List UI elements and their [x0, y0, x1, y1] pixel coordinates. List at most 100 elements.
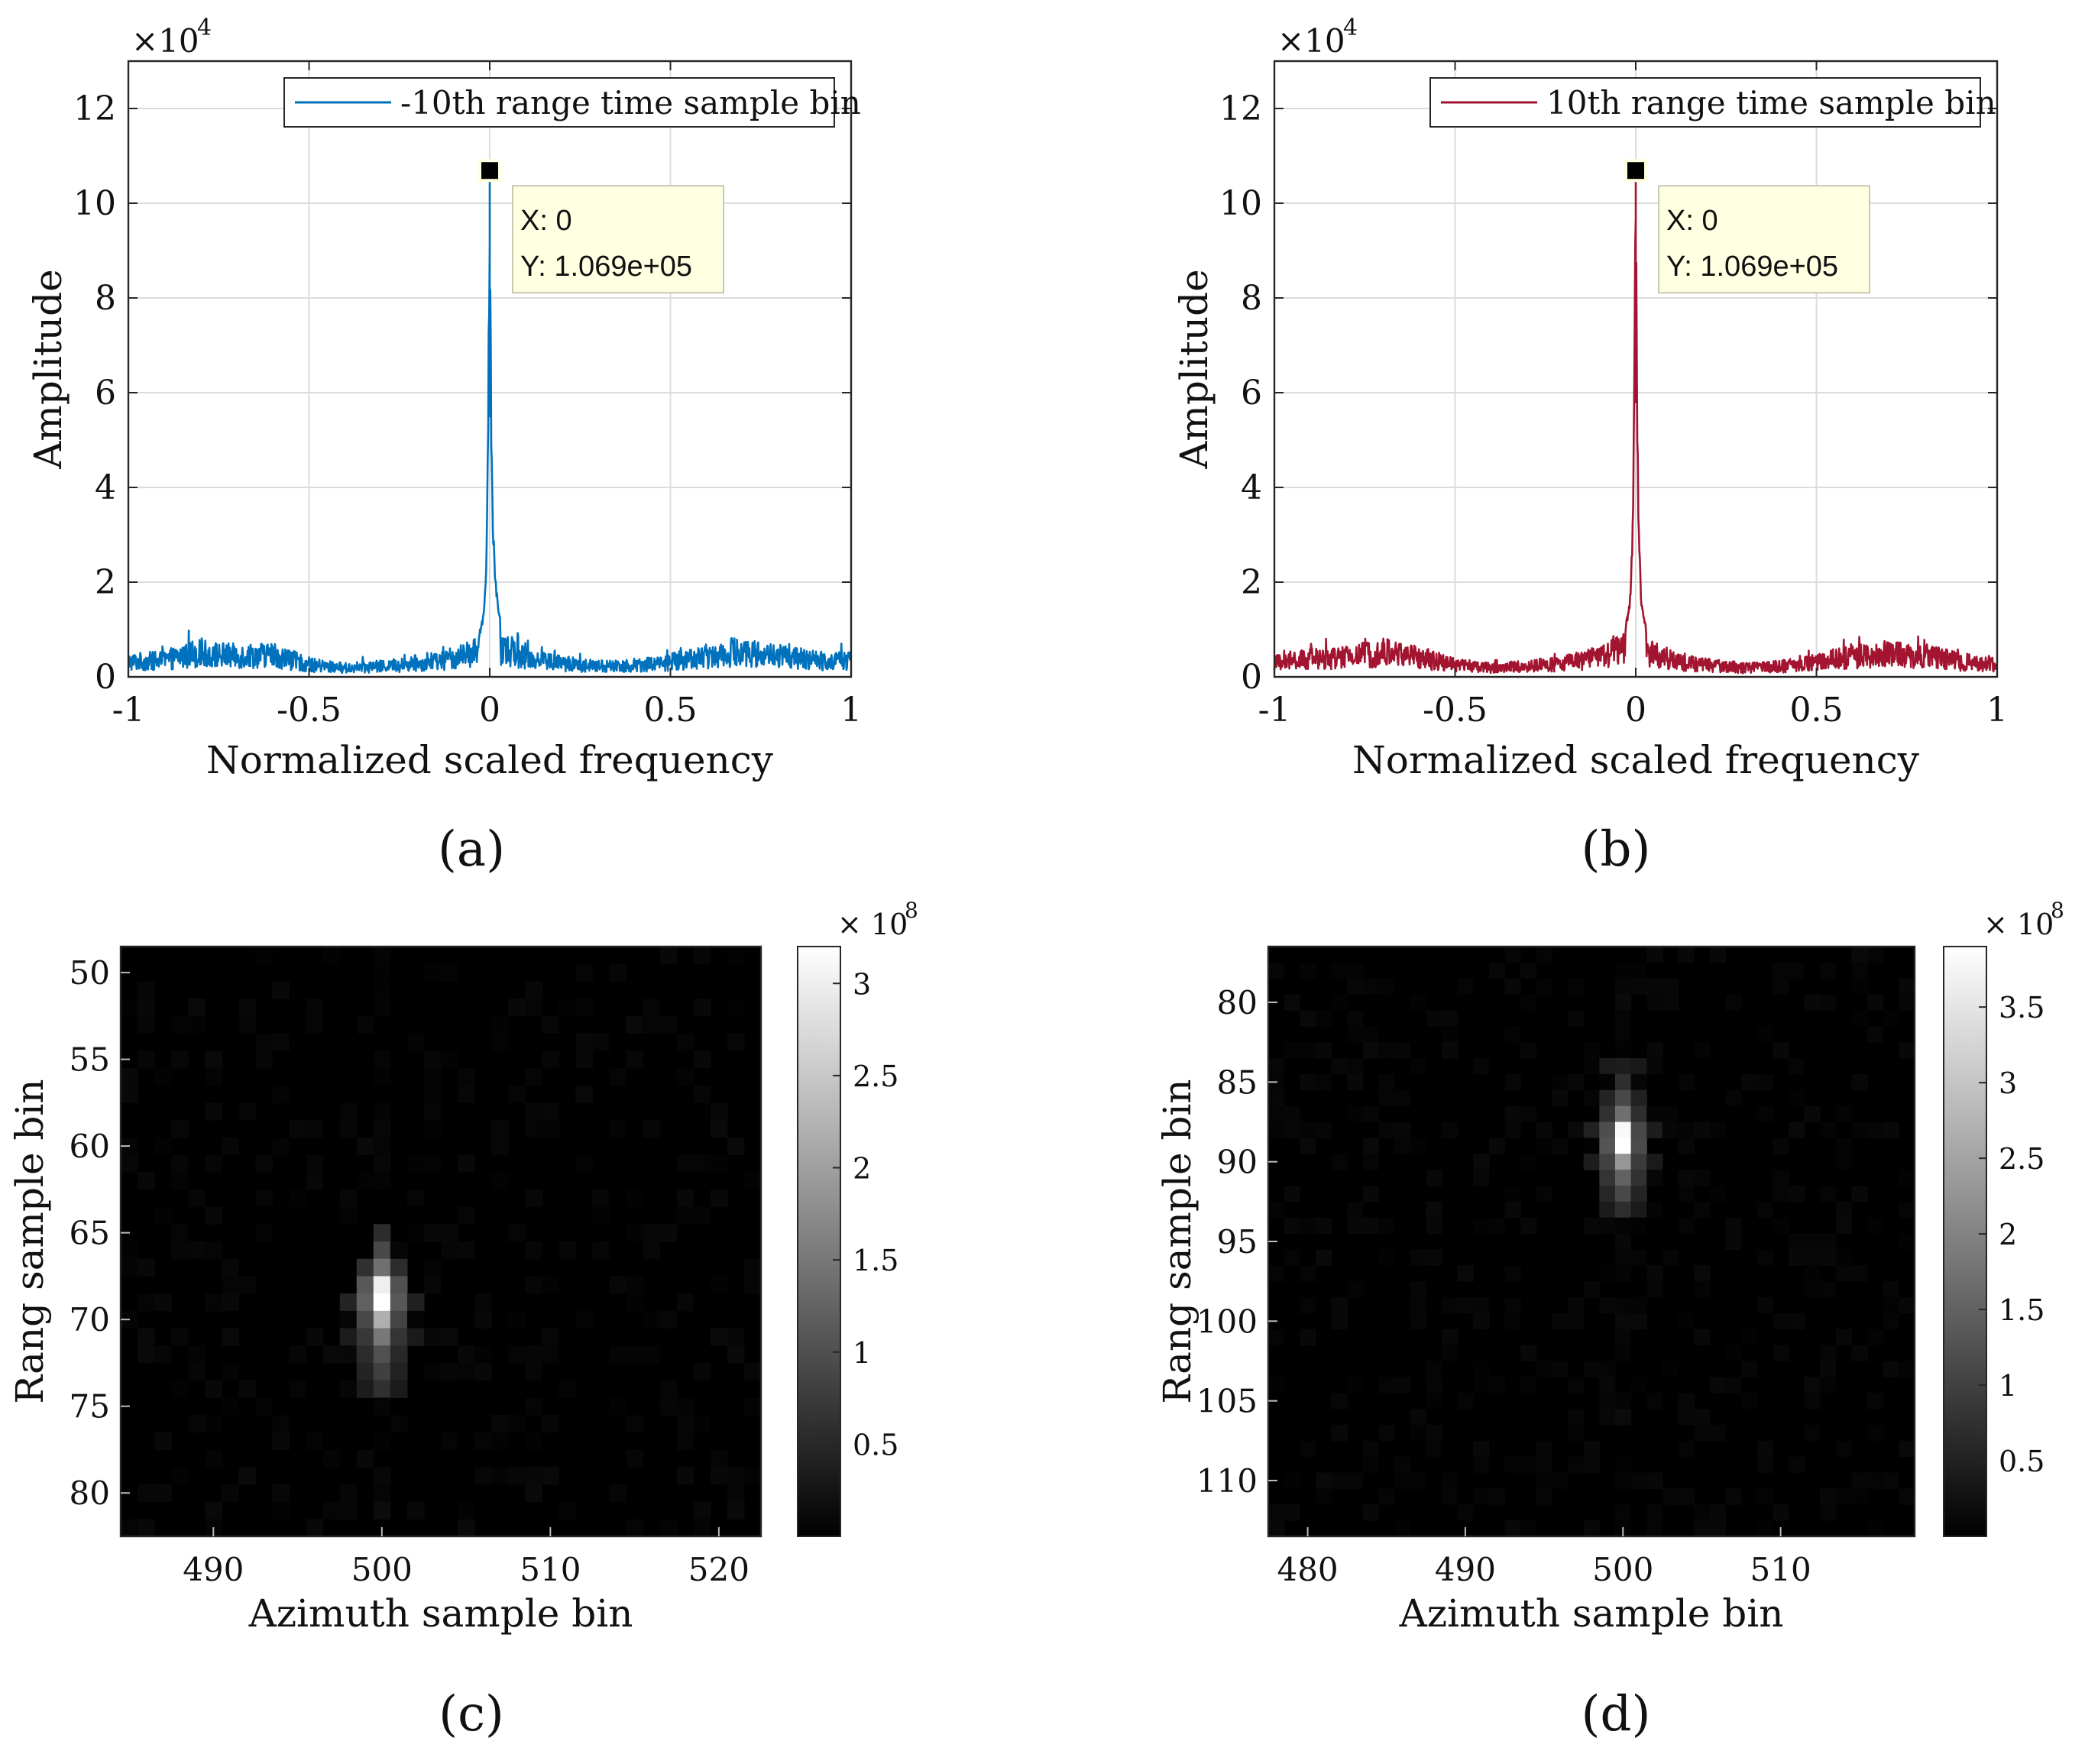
heatmap-cell: [138, 999, 155, 1017]
heatmap-cell: [1347, 1472, 1364, 1489]
heatmap-cell: [508, 1415, 526, 1433]
heatmap-cell: [1441, 1026, 1459, 1043]
heatmap-cell: [1599, 1170, 1616, 1186]
x-tick-label: 0: [1625, 691, 1646, 730]
heatmap-cell: [1362, 1105, 1380, 1123]
heatmap-cell: [339, 1484, 358, 1503]
heatmap-cell: [710, 1120, 728, 1138]
y-tick-label: 12: [73, 89, 116, 128]
heatmap-cell: [525, 1362, 542, 1381]
heatmap-cell: [1599, 1185, 1616, 1202]
heatmap-cell: [1394, 1520, 1411, 1537]
y-tick-label: 70: [70, 1301, 110, 1338]
heatmap-cell: [1741, 1393, 1758, 1410]
heatmap-cell: [373, 1224, 391, 1242]
heatmap-cell: [1347, 1026, 1364, 1043]
heatmap-cell: [1820, 1504, 1837, 1521]
datatip-y-text: Y: 1.069e+05: [1666, 251, 1838, 283]
heatmap-cell: [1867, 1217, 1884, 1235]
heatmap-cell: [423, 1258, 442, 1277]
heatmap-cell: [676, 1293, 694, 1312]
heatmap-cell: [373, 1293, 391, 1312]
heatmap-cell: [1851, 947, 1868, 963]
heatmap-cell: [727, 999, 745, 1017]
colorbar-tick-label: 0.5: [1999, 1445, 2045, 1478]
heatmap-cell: [1347, 1201, 1364, 1219]
colorbar-tick-label: 1.5: [853, 1244, 898, 1277]
x-tick-label: 0: [479, 691, 500, 730]
heatmap-cell: [1268, 1504, 1285, 1521]
heatmap-cell: [1457, 1504, 1474, 1521]
datatip-x-text: X: 0: [1666, 205, 1718, 237]
heatmap-cell: [1410, 994, 1426, 1011]
heatmap-cell: [727, 947, 745, 965]
heatmap-cell: [1694, 1329, 1711, 1346]
heatmap-cell: [458, 1519, 475, 1537]
heatmap-cell: [659, 1224, 678, 1242]
x-tick-label: 0.5: [644, 691, 698, 730]
heatmap-cell: [710, 1328, 728, 1346]
heatmap-cell: [491, 1120, 509, 1138]
heatmap-cell: [1504, 1456, 1521, 1474]
heatmap-cell: [1284, 1249, 1300, 1266]
heatmap-cell: [1678, 1312, 1695, 1330]
heatmap-cell: [390, 1310, 408, 1329]
heatmap-cell: [659, 1380, 678, 1398]
heatmap-cell: [1504, 1122, 1521, 1138]
heatmap-cell: [525, 999, 542, 1017]
heatmap-cell: [1725, 994, 1742, 1011]
heatmap-cell: [1473, 1361, 1490, 1377]
heatmap-cell: [1646, 1504, 1663, 1521]
heatmap-cell: [138, 1172, 155, 1190]
heatmap-cell: [1473, 1377, 1490, 1393]
heatmap-cell: [525, 1276, 542, 1294]
heatmap-cell: [1630, 1201, 1647, 1219]
heatmap-cell: [1678, 1440, 1695, 1458]
heatmap-cell: [1268, 1201, 1285, 1219]
heatmap-cell: [356, 1015, 374, 1034]
heatmap-cell: [390, 1276, 408, 1294]
heatmap-cell: [1788, 1312, 1805, 1330]
y-axis-label: Amplitude: [1172, 269, 1216, 469]
heatmap-cell: [1614, 1393, 1632, 1410]
heatmap-cell: [1678, 1409, 1695, 1426]
panel-label-b: (b): [1582, 821, 1651, 878]
heatmap-cell: [1614, 1217, 1632, 1235]
heatmap-cell: [1662, 978, 1679, 995]
heatmap-cell: [1599, 1058, 1616, 1075]
heatmap-cell: [1315, 1249, 1332, 1266]
colorbar-exponent-power: 8: [2051, 898, 2064, 923]
heatmap-cell: [1378, 1424, 1395, 1442]
heatmap-cell: [1614, 1073, 1632, 1091]
heatmap-cell: [1867, 1329, 1884, 1346]
heatmap-cell: [1867, 1472, 1884, 1489]
heatmap-cell: [1741, 1361, 1758, 1377]
heatmap-cell: [1883, 1297, 1899, 1314]
heatmap-cell: [423, 1328, 442, 1346]
heatmap-cell: [373, 1380, 391, 1398]
heatmap-cell: [1315, 1122, 1332, 1138]
heatmap-cell: [1694, 1042, 1711, 1059]
heatmap-cell: [1504, 1185, 1521, 1202]
heatmap-cell: [1630, 1154, 1647, 1170]
heatmap-cell: [205, 1449, 222, 1468]
heatmap-cell: [508, 1467, 526, 1485]
heatmap-cell: [188, 1345, 206, 1364]
heatmap-cell: [491, 1172, 509, 1190]
heatmap-cell: [458, 1362, 475, 1381]
heatmap-cell: [1284, 1217, 1300, 1235]
heatmap-cell: [1315, 1073, 1332, 1091]
heatmap-cell: [1520, 1456, 1537, 1474]
heatmap-cell: [1568, 1297, 1585, 1314]
heatmap-cell: [693, 1154, 711, 1173]
heatmap-cell: [1804, 1377, 1821, 1393]
heatmap-cell: [373, 1397, 391, 1416]
heatmap-cell: [676, 1154, 694, 1173]
x-tick-label: 1: [1986, 691, 2008, 730]
heatmap-cell: [1520, 994, 1537, 1011]
heatmap-cell: [373, 1172, 391, 1190]
heatmap-cell: [1614, 1409, 1632, 1426]
heatmap-cell: [1773, 1345, 1789, 1362]
heatmap-cell: [1614, 1058, 1632, 1075]
heatmap-cell: [558, 1380, 577, 1398]
